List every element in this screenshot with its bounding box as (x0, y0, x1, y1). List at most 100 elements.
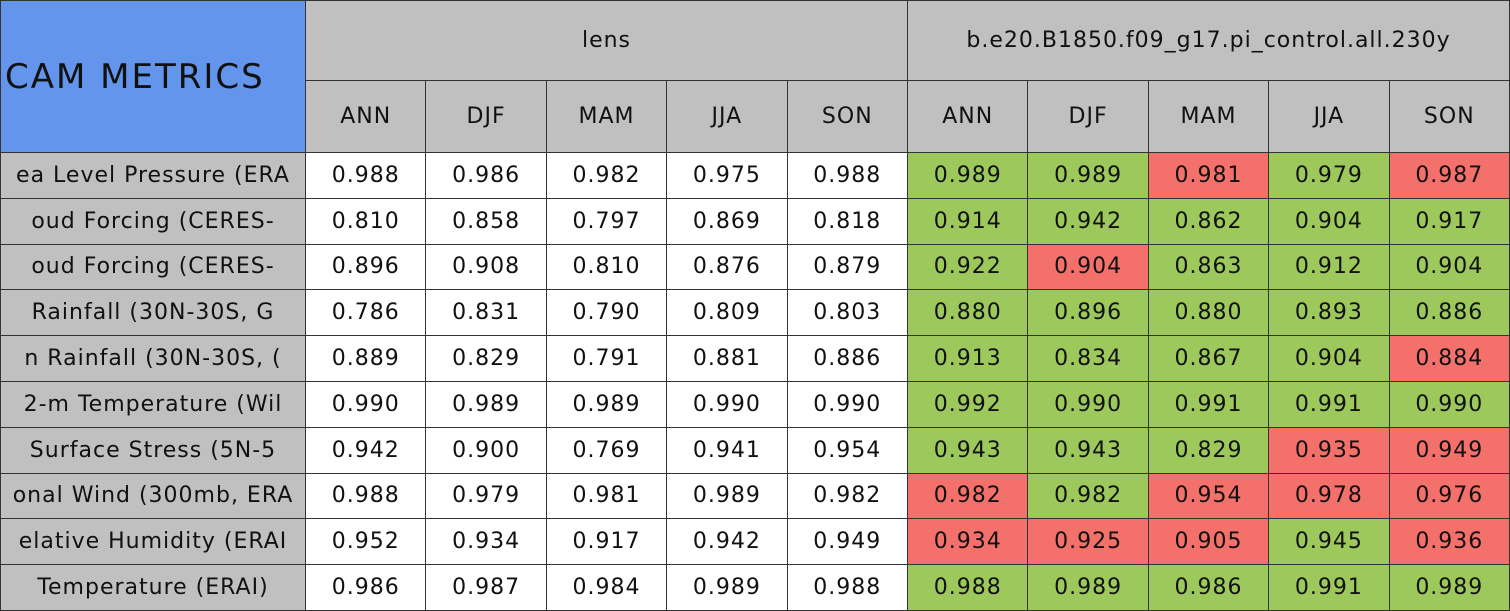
value-cell: 0.988 (304, 152, 427, 199)
value-cell: 0.989 (545, 380, 668, 428)
value-cell: 0.981 (545, 472, 668, 520)
value-cell: 0.982 (1027, 472, 1149, 520)
value-cell: 0.989 (666, 564, 788, 611)
value-cell: 0.769 (545, 426, 668, 474)
value-cell: 0.992 (907, 380, 1029, 428)
value-cell: 0.896 (304, 243, 427, 291)
row-label: oud Forcing (CERES- (0, 197, 306, 245)
value-cell: 0.809 (666, 289, 788, 337)
value-cell: 0.986 (304, 564, 427, 611)
value-cell: 0.880 (907, 289, 1029, 337)
value-cell: 0.990 (666, 380, 788, 428)
value-cell: 0.979 (425, 472, 547, 520)
value-cell: 0.790 (545, 289, 668, 337)
value-cell: 0.858 (425, 197, 547, 245)
value-cell: 0.982 (786, 472, 909, 520)
value-cell: 0.991 (1268, 380, 1390, 428)
value-cell: 0.986 (425, 152, 547, 199)
value-cell: 0.990 (304, 380, 427, 428)
value-cell: 0.989 (907, 152, 1029, 199)
value-cell: 0.975 (666, 152, 788, 199)
value-cell: 0.810 (545, 243, 668, 291)
value-cell: 0.987 (1388, 152, 1510, 199)
season-header: JJA (666, 80, 788, 153)
value-cell: 0.914 (907, 197, 1029, 245)
value-cell: 0.945 (1268, 518, 1390, 566)
value-cell: 0.988 (907, 564, 1029, 611)
value-cell: 0.982 (545, 152, 668, 199)
value-cell: 0.989 (1027, 564, 1149, 611)
value-cell: 0.880 (1147, 289, 1270, 337)
data-row: oud Forcing (CERES- 0.896 0.908 0.810 0.876 0… (0, 243, 1510, 291)
value-cell: 0.917 (545, 518, 668, 566)
row-label: onal Wind (300mb, ERA (0, 472, 306, 520)
row-label: oud Forcing (CERES- (0, 243, 306, 291)
data-row: onal Wind (300mb, ERA 0.988 0.979 0.981 0.98… (0, 472, 1510, 520)
value-cell: 0.886 (1388, 289, 1510, 337)
value-cell: 0.797 (545, 197, 668, 245)
value-cell: 0.867 (1147, 335, 1270, 382)
value-cell: 0.987 (425, 564, 547, 611)
value-cell: 0.949 (786, 518, 909, 566)
row-label: Temperature (ERAI) (0, 564, 306, 611)
value-cell: 0.900 (425, 426, 547, 474)
season-header: MAM (1147, 80, 1270, 153)
row-label: 2-m Temperature (Wil (0, 380, 306, 428)
value-cell: 0.934 (907, 518, 1029, 566)
value-cell: 0.978 (1268, 472, 1390, 520)
value-cell: 0.893 (1268, 289, 1390, 337)
value-cell: 0.942 (304, 426, 427, 474)
value-cell: 0.976 (1388, 472, 1510, 520)
value-cell: 0.989 (425, 380, 547, 428)
value-cell: 0.986 (1147, 564, 1270, 611)
data-row: oud Forcing (CERES- 0.810 0.858 0.797 0.869 0… (0, 197, 1510, 245)
season-row: ANN DJF MAM JJA SON ANN DJF MAM JJA SON (1, 80, 1510, 153)
value-cell: 0.810 (304, 197, 427, 245)
value-cell: 0.886 (786, 335, 909, 382)
value-cell: 0.934 (425, 518, 547, 566)
value-cell: 0.991 (1268, 564, 1390, 611)
row-label: Rainfall (30N-30S, G (0, 289, 306, 337)
value-cell: 0.984 (545, 564, 668, 611)
value-cell: 0.879 (786, 243, 909, 291)
value-cell: 0.989 (1027, 152, 1149, 199)
row-label: elative Humidity (ERAI (0, 518, 306, 566)
value-cell: 0.786 (304, 289, 427, 337)
value-cell: 0.990 (786, 380, 909, 428)
value-cell: 0.942 (666, 518, 788, 566)
value-cell: 0.991 (1147, 380, 1270, 428)
table-title: CAM METRICS (0, 0, 306, 153)
value-cell: 0.981 (1147, 152, 1270, 199)
row-label: n Rainfall (30N-30S, ( (0, 335, 306, 382)
value-cell: 0.982 (907, 472, 1029, 520)
data-row: 2-m Temperature (Wil 0.990 0.989 0.989 0.990… (0, 380, 1510, 428)
value-cell: 0.952 (304, 518, 427, 566)
value-cell: 0.905 (1147, 518, 1270, 566)
row-label: ea Level Pressure (ERA (0, 152, 306, 199)
value-cell: 0.904 (1027, 243, 1149, 291)
value-cell: 0.917 (1388, 197, 1510, 245)
season-header: SON (1388, 80, 1510, 153)
value-cell: 0.862 (1147, 197, 1270, 245)
value-cell: 0.989 (1388, 564, 1510, 611)
value-cell: 0.954 (786, 426, 909, 474)
data-row: elative Humidity (ERAI 0.952 0.934 0.917 0.9… (0, 518, 1510, 566)
value-cell: 0.935 (1268, 426, 1390, 474)
row-label: Surface Stress (5N-5 (0, 426, 306, 474)
data-row: Rainfall (30N-30S, G 0.786 0.831 0.790 0.809… (0, 289, 1510, 337)
value-cell: 0.908 (425, 243, 547, 291)
value-cell: 0.869 (666, 197, 788, 245)
season-header: JJA (1268, 80, 1390, 153)
value-cell: 0.904 (1268, 335, 1390, 382)
data-row: ea Level Pressure (ERA 0.988 0.986 0.982 0.9… (0, 152, 1510, 199)
season-header: DJF (1027, 80, 1149, 153)
value-cell: 0.896 (1027, 289, 1149, 337)
value-cell: 0.829 (425, 335, 547, 382)
value-cell: 0.913 (907, 335, 1029, 382)
group-header: lens (304, 0, 909, 81)
season-header: ANN (907, 80, 1029, 153)
header-row: CAM METRICS lens b.e20.B1850.f09_g17.pi_c… (0, 0, 1510, 153)
value-cell: 0.941 (666, 426, 788, 474)
season-header: SON (786, 80, 909, 153)
